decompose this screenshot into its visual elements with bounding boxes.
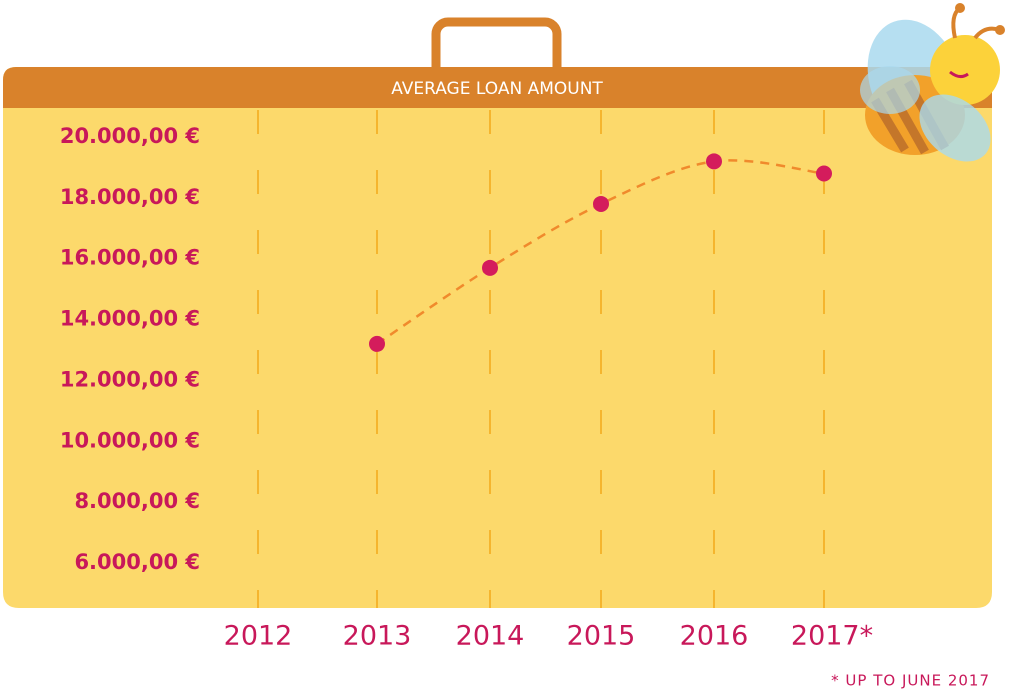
y-tick-label: 12.000,00 €	[60, 367, 200, 391]
y-tick-label: 8.000,00 €	[74, 489, 200, 513]
y-tick-label: 10.000,00 €	[60, 428, 200, 452]
y-tick-label: 18.000,00 €	[60, 185, 200, 209]
footnote: * UP TO JUNE 2017	[831, 672, 990, 690]
data-point	[482, 260, 498, 276]
case-body	[3, 67, 992, 608]
data-point	[706, 153, 722, 169]
x-tick-label: 2014	[456, 621, 525, 652]
y-tick-label: 20.000,00 €	[60, 124, 200, 148]
y-tick-label: 16.000,00 €	[60, 246, 200, 270]
x-tick-label: 2017*	[791, 621, 873, 652]
x-tick-label: 2012	[224, 621, 293, 652]
x-tick-label: 2013	[343, 621, 412, 652]
chart: AVERAGE LOAN AMOUNT 6.000,00 € 8.000,00 €…	[0, 0, 1032, 700]
data-point	[816, 166, 832, 182]
y-tick-label: 6.000,00 €	[74, 550, 200, 574]
data-point	[593, 196, 609, 212]
data-point	[369, 336, 385, 352]
chart-title: AVERAGE LOAN AMOUNT	[391, 79, 603, 99]
x-tick-label: 2015	[567, 621, 636, 652]
y-tick-label: 14.000,00 €	[60, 307, 200, 331]
x-tick-label: 2016	[680, 621, 749, 652]
